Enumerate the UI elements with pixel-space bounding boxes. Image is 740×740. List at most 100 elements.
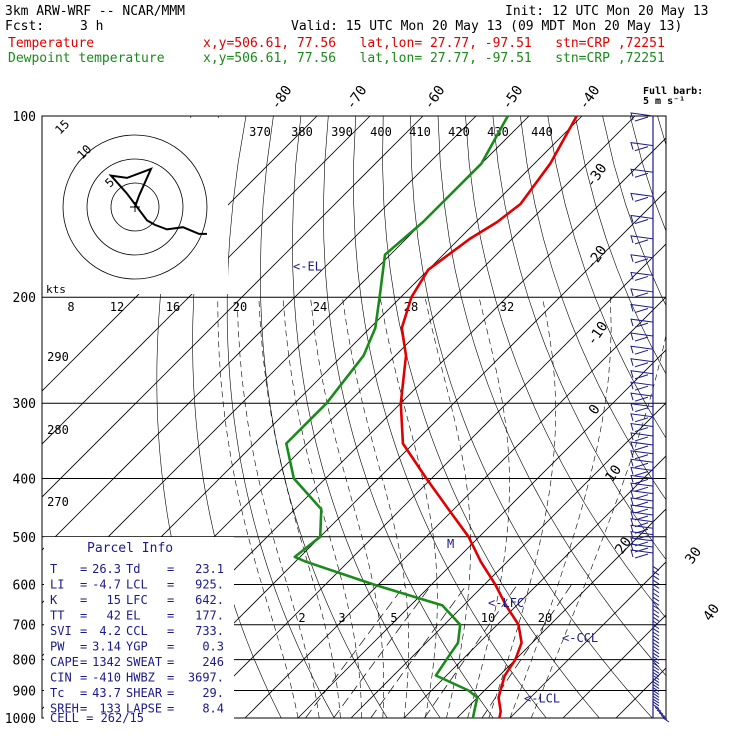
parcel-equals: = bbox=[80, 686, 87, 700]
wind-barb bbox=[630, 345, 654, 354]
parcel-value: 43.7 bbox=[92, 686, 121, 700]
wind-barb bbox=[652, 665, 660, 671]
wind-barb bbox=[630, 531, 654, 539]
wind-barb bbox=[630, 490, 654, 498]
wind-barb bbox=[652, 620, 660, 626]
parcel-equals: = bbox=[80, 702, 87, 716]
dry-adiabat bbox=[685, 116, 740, 718]
moist-adiabat bbox=[467, 297, 510, 718]
wind-barb bbox=[652, 704, 660, 710]
parcel-label: Td bbox=[126, 562, 140, 576]
wind-barb-flag bbox=[634, 196, 649, 202]
wind-barb-flag bbox=[634, 494, 649, 500]
isotherm bbox=[509, 561, 666, 718]
wind-barb-flag bbox=[634, 396, 649, 402]
isotherm bbox=[297, 349, 666, 718]
wind-barb-flag bbox=[634, 258, 649, 264]
wind-barb bbox=[652, 701, 660, 707]
parcel-label: SHEAR bbox=[126, 686, 163, 700]
parcel-label: YGP bbox=[126, 640, 148, 654]
mixing-ratio-label: 24 bbox=[313, 300, 327, 314]
wind-barb-flag bbox=[634, 553, 649, 559]
wind-barbs bbox=[630, 112, 670, 723]
dry-adiabat bbox=[547, 116, 666, 439]
parcel-label: HWBZ bbox=[126, 671, 155, 685]
parcel-equals: = bbox=[80, 624, 87, 638]
wind-barb bbox=[630, 381, 654, 390]
wind-barb bbox=[630, 288, 654, 297]
isotherm bbox=[191, 243, 666, 718]
dry-adiabat bbox=[520, 116, 666, 501]
wind-barb bbox=[630, 403, 654, 411]
parcel-equals: = bbox=[167, 609, 174, 623]
parcel-equals: = bbox=[80, 578, 87, 592]
wind-barb bbox=[630, 422, 654, 431]
wind-barb bbox=[630, 168, 654, 177]
dewpoint-legend-label: Dewpoint temperature bbox=[8, 51, 165, 66]
wind-barb bbox=[630, 497, 654, 506]
dry-adiabat bbox=[382, 116, 600, 718]
temperature-tick-label: 30 bbox=[682, 544, 705, 567]
wind-barb bbox=[630, 142, 654, 150]
parcel-equals: = bbox=[167, 640, 174, 654]
wind-barb-flag bbox=[634, 172, 649, 178]
hodograph-units: kts bbox=[46, 283, 66, 296]
wind-barb bbox=[652, 698, 660, 704]
wind-barb bbox=[652, 690, 660, 695]
wind-barb bbox=[630, 458, 654, 467]
forecast-hour: 3 h bbox=[80, 19, 104, 34]
dry-adiabat bbox=[410, 116, 653, 718]
wind-barb-flag bbox=[634, 239, 649, 245]
temperature-tick-label: -60 bbox=[421, 83, 449, 113]
wind-barb bbox=[652, 692, 660, 698]
isotherm bbox=[615, 667, 666, 718]
parcel-value: 15 bbox=[107, 593, 121, 607]
wind-barb bbox=[652, 687, 660, 692]
mixing-ratio-line bbox=[424, 584, 518, 718]
parcel-value: 3697. bbox=[188, 671, 224, 685]
wind-barb-flag bbox=[634, 146, 649, 152]
parcel-value: -4.7 bbox=[92, 578, 121, 592]
wind-barb bbox=[630, 466, 654, 475]
dry-adiabat-label: 440 bbox=[531, 125, 553, 139]
mixing-ratio-label: 3 bbox=[338, 611, 345, 625]
init-time: Init: 12 UTC Mon 20 May 13 bbox=[505, 4, 709, 19]
parcel-value: 0.3 bbox=[202, 640, 224, 654]
pressure-label-1000: 1000 bbox=[5, 712, 36, 727]
parcel-equals: = bbox=[167, 702, 174, 716]
moist-adiabat bbox=[424, 297, 471, 718]
wind-barb bbox=[630, 303, 654, 312]
wind-barb bbox=[654, 706, 662, 712]
wind-barb bbox=[662, 717, 670, 723]
wind-barb bbox=[652, 616, 660, 622]
isotherm bbox=[403, 455, 666, 718]
parcel-value: 23.1 bbox=[195, 562, 224, 576]
parcel-equals: = bbox=[80, 671, 87, 685]
dry-adiabat bbox=[437, 116, 666, 677]
parcel-label: CAPE bbox=[50, 655, 79, 669]
isotherm bbox=[42, 116, 424, 498]
wind-barb bbox=[630, 543, 654, 552]
mixing-ratio-label: 20 bbox=[538, 611, 552, 625]
parcel-value: 1342 bbox=[92, 655, 121, 669]
wind-barb bbox=[652, 588, 660, 594]
parcel-label: T bbox=[50, 562, 57, 576]
annotation-lcl: <-LCL bbox=[524, 692, 560, 706]
wind-barb-flag bbox=[634, 374, 649, 380]
wind-barb-flag bbox=[634, 385, 649, 391]
temperature-tick-label: -80 bbox=[268, 83, 296, 113]
hodograph-ring bbox=[110, 182, 160, 232]
parcel-value: 642. bbox=[195, 593, 224, 607]
annotation-lfc: <-LFC bbox=[488, 596, 524, 610]
parcel-equals: = bbox=[167, 562, 174, 576]
wind-barb-flag bbox=[634, 219, 649, 224]
parcel-label: K bbox=[50, 593, 58, 607]
pressure-label-900: 900 bbox=[13, 684, 36, 699]
temperature-legend-label: Temperature bbox=[8, 36, 95, 51]
moist-adiabat bbox=[488, 297, 557, 718]
parcel-equals: = bbox=[80, 562, 87, 576]
moist-adiabat bbox=[509, 297, 612, 718]
wind-barb bbox=[652, 668, 660, 674]
pressure-label-300: 300 bbox=[13, 397, 36, 412]
dry-adiabat-label: 390 bbox=[331, 125, 353, 139]
